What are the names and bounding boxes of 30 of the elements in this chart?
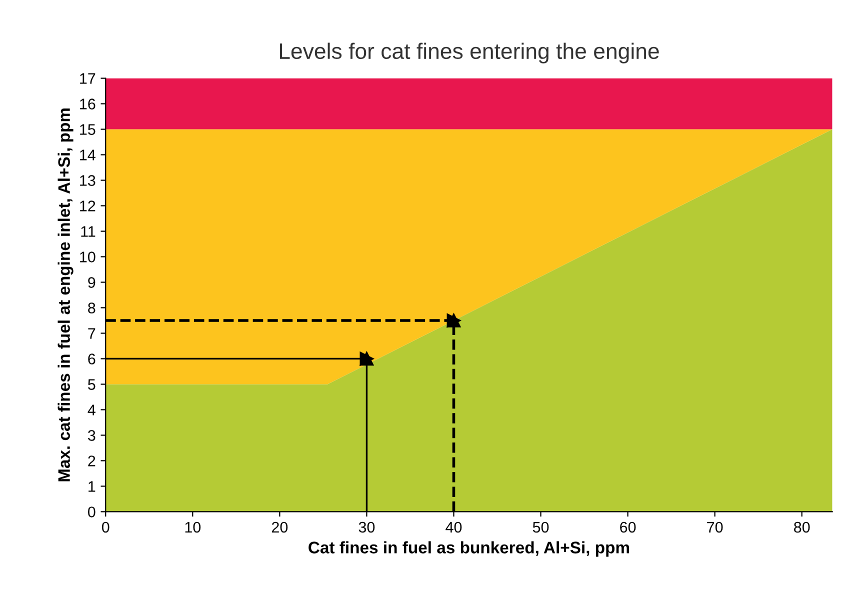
- x-tick-label: 30: [358, 522, 375, 533]
- y-tick-label: 3: [88, 430, 96, 441]
- x-axis-title: Cat fines in fuel as bunkered, Al+Si, ppm: [308, 541, 630, 557]
- chart-title: Levels for cat fines entering the engine: [280, 42, 659, 64]
- y-tick-label: 0: [88, 506, 96, 518]
- y-tick-label: 13: [80, 175, 96, 186]
- y-tick-label: 7: [88, 328, 96, 339]
- x-tick-label: 0: [102, 522, 110, 533]
- y-tick-label: 2: [88, 456, 96, 466]
- y-tick-label: 6: [88, 354, 96, 364]
- x-tick-label: 40: [446, 522, 462, 533]
- y-tick-label: 1: [88, 481, 96, 492]
- y-tick-label: 17: [80, 73, 96, 84]
- y-axis-title: Max. cat fines in fuel at engine inlet, Al+Si, ppm: [58, 108, 74, 482]
- y-tick-label: 11: [81, 226, 96, 237]
- y-tick-label: 4: [88, 404, 96, 416]
- y-tick-label: 5: [88, 379, 96, 390]
- x-tick-label: 80: [794, 522, 810, 533]
- y-tick-label: 14: [80, 150, 96, 160]
- x-tick-label: 50: [532, 522, 549, 533]
- x-tick-label: 70: [707, 522, 723, 533]
- y-tick-label: 9: [88, 277, 96, 288]
- x-tick-label: 60: [620, 522, 636, 533]
- y-tick-label: 12: [80, 200, 96, 212]
- x-tick-label: 20: [272, 522, 288, 533]
- x-tick-label: 10: [185, 522, 201, 533]
- y-tick-label: 16: [80, 98, 96, 110]
- y-tick-label: 15: [80, 124, 96, 135]
- y-tick-label: 10: [80, 252, 96, 262]
- y-tick-label: 8: [88, 302, 96, 314]
